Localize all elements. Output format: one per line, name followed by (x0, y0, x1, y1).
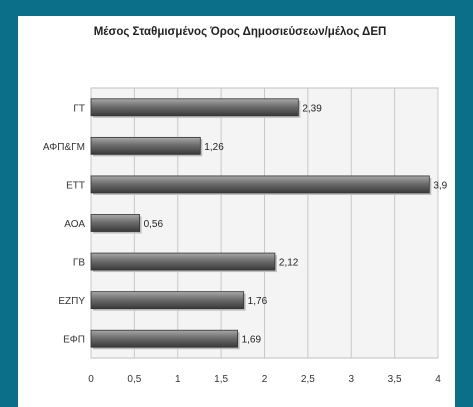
data-labels: 2,39 1,26 3,9 0,56 2,12 1,76 1,69 (144, 103, 448, 345)
bar (90, 329, 239, 348)
data-label: 1,76 (248, 296, 268, 307)
bar (90, 175, 430, 194)
x-tick-label: 1,5 (214, 374, 228, 385)
data-label: 0,56 (144, 219, 164, 230)
x-tick-label: 0,5 (127, 374, 141, 385)
bar (90, 136, 201, 155)
category-label: ΑΦΠ&ΓΜ (43, 142, 85, 153)
data-label: 2,39 (302, 103, 322, 114)
category-label: ΓΤ (73, 103, 85, 114)
grid-lines (90, 88, 439, 358)
chart-frame: Μέσος Σταθμισμένος Όρος Δημοσιεύσεων/μέλ… (18, 16, 455, 407)
x-tick-label: 4 (435, 374, 441, 385)
data-label: 3,9 (433, 180, 447, 191)
data-label: 1,26 (204, 142, 224, 153)
data-label: 1,69 (242, 335, 262, 346)
bars (90, 98, 432, 350)
x-tick-label: 3 (348, 374, 354, 385)
bar-chart: Μέσος Σταθμισμένος Όρος Δημοσιεύσεων/μέλ… (43, 26, 448, 385)
data-label: 2,12 (279, 258, 299, 269)
category-labels: ΓΤ ΑΦΠ&ΓΜ ΕΤΤ ΑΟΑ ΓΒ ΕΖΠΥ ΕΦΠ (43, 103, 85, 345)
x-tick-label: 0 (88, 374, 94, 385)
category-label: ΑΟΑ (64, 219, 85, 230)
bar (90, 98, 299, 117)
chart-title: Μέσος Σταθμισμένος Όρος Δημοσιεύσεων/μέλ… (94, 26, 387, 38)
bar (90, 214, 140, 232)
x-tick-label: 1 (175, 374, 181, 385)
category-label: ΕΖΠΥ (58, 296, 85, 307)
x-tick-label: 2,5 (301, 374, 315, 385)
bar (90, 291, 245, 310)
x-tick-label: 3,5 (388, 374, 402, 385)
category-label: ΓΒ (73, 258, 86, 269)
category-label: ΕΤΤ (66, 180, 85, 191)
x-tick-labels: 0 0,5 1 1,5 2 2,5 3 3,5 4 (88, 374, 441, 385)
x-tick-label: 2 (262, 374, 268, 385)
category-label: ΕΦΠ (63, 335, 85, 346)
bar (90, 252, 276, 271)
